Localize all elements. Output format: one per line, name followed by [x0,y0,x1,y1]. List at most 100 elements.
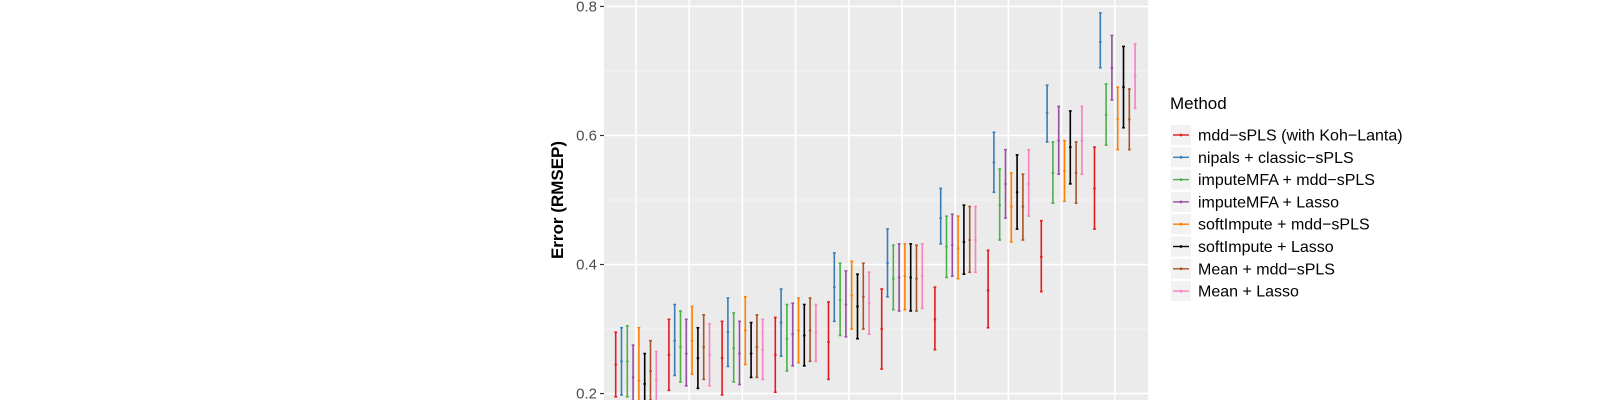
error-bar [933,286,937,351]
mean-point [803,334,806,337]
mean-point [962,240,966,244]
error-bar [684,318,688,387]
error-bar [1015,154,1019,230]
error-bar [802,303,806,367]
error-bar [631,344,635,400]
mean-point [708,353,711,357]
mean-point [880,327,883,331]
y-axis-ticks: 0.2 0.4 0.6 0.8 [576,0,604,400]
mean-point [667,353,671,357]
error-bar [1098,12,1102,69]
mean-point [1057,139,1060,142]
error-bar [832,252,836,323]
legend-item: softImpute + mdd−sPLS [1171,214,1370,235]
mean-point [620,359,623,363]
error-bar [998,168,1002,241]
error-bar [1057,105,1061,175]
mean-point [986,289,990,292]
y-axis-title: Error (RMSEP) [548,141,567,259]
error-bar [974,205,977,274]
mean-point [749,352,753,355]
mean-point [897,276,901,279]
mean-point [827,340,830,344]
legend-item: Mean + Lasso [1171,281,1299,302]
mean-point [732,347,735,350]
mean-point [755,345,759,349]
mean-point [850,294,853,297]
legend-item: imputeMFA + mdd−sPLS [1171,169,1375,190]
error-bar [814,303,818,363]
mean-point [844,303,848,306]
error-bar [696,326,700,390]
mean-point [1128,118,1131,121]
error-bar [614,331,618,398]
error-bar [880,288,884,370]
mean-point [1069,145,1072,149]
error-bar [649,339,652,400]
y-tick-label: 0.4 [576,257,597,274]
mean-point [643,382,646,386]
error-bar [785,303,789,372]
mean-point [856,305,859,308]
error-bar [986,249,990,329]
error-bar [643,352,647,400]
error-bar [743,295,747,366]
mean-point [785,337,789,341]
error-bar [844,270,848,338]
y-tick-label: 0.2 [576,386,597,400]
error-bar [1116,86,1120,151]
error-bar [1027,148,1031,217]
mean-point [974,238,977,242]
mean-point [626,359,629,363]
error-bar [920,243,924,310]
legend-item: nipals + classic−sPLS [1171,147,1354,168]
legend-label: nipals + classic−sPLS [1198,150,1354,167]
minor-gridlines [604,70,1148,330]
series-4 [637,86,1120,400]
mean-point [1063,169,1066,173]
error-bar [1068,110,1072,185]
error-bar [726,297,730,368]
error-bar [968,205,972,274]
legend-label: Mean + mdd−sPLS [1198,261,1335,278]
series-3 [631,34,1114,400]
mean-point [1015,190,1019,194]
y-tick-label: 0.8 [576,0,597,15]
error-bar [779,288,783,357]
error-bar [1133,43,1137,110]
mean-point [1099,40,1102,44]
mean-point [921,274,924,278]
mean-point [951,243,954,247]
legend-item: softImpute + Lasso [1171,236,1334,257]
error-bar [939,187,943,245]
mean-point [1122,85,1125,89]
error-bar [702,314,706,381]
error-bar [838,262,842,337]
legend-label: Mean + Lasso [1198,284,1299,301]
mean-point [673,339,676,342]
legend: Method mdd−sPLS (with Koh−Lanta) nipals +… [1170,94,1403,302]
mean-point [838,298,842,302]
mean-point [1110,66,1114,70]
mean-point [1004,182,1007,186]
error-bar [708,323,711,387]
error-bar [867,271,871,335]
error-bar [827,301,830,381]
mean-point [1116,118,1119,121]
error-bar [667,318,671,392]
mean-point [998,203,1001,207]
mean-point [867,301,871,305]
legend-label: softImpute + mdd−sPLS [1198,217,1370,234]
mean-point [655,378,658,381]
legend-item: Mean + mdd−sPLS [1171,258,1335,279]
mean-point [939,216,942,220]
error-bar [625,325,629,398]
error-bar [690,305,694,375]
mean-point [791,332,794,336]
mean-point [1080,139,1084,142]
mean-point [720,356,724,360]
mean-point [1021,205,1025,208]
legend-label: imputeMFA + Lasso [1198,194,1339,211]
mean-point [1040,255,1043,259]
mean-point [1051,171,1055,175]
